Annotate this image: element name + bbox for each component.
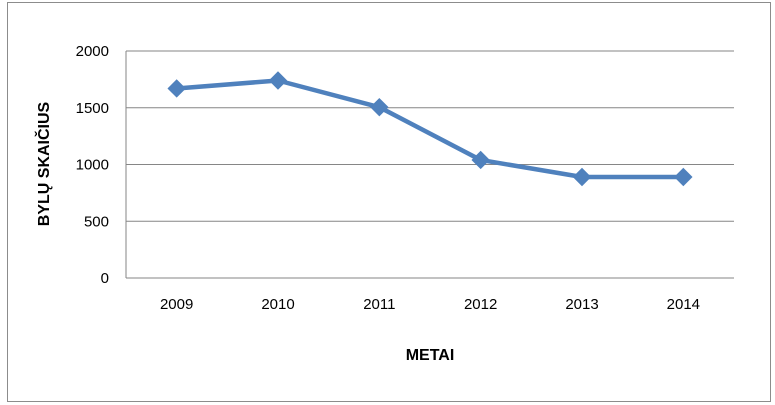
y-axis-title: BYLŲ SKAIČIUS <box>34 101 53 226</box>
x-tick-labels: 2009 2010 2011 2012 2013 2014 <box>160 296 700 313</box>
x-tick-label: 2014 <box>667 296 700 313</box>
y-tick-label: 1000 <box>76 157 109 174</box>
x-tick-label: 2011 <box>363 296 395 313</box>
series-layer <box>167 71 693 187</box>
y-tick-label: 0 <box>101 270 109 287</box>
data-point-marker <box>674 167 693 187</box>
chart-frame <box>7 2 771 402</box>
y-tick-label: 500 <box>84 213 109 230</box>
gridlines <box>125 50 734 279</box>
series-line <box>174 78 686 180</box>
x-tick-label: 2009 <box>160 296 193 313</box>
y-tick-label: 2000 <box>76 43 109 60</box>
x-tick-label: 2012 <box>464 296 497 313</box>
data-point-marker <box>471 150 490 170</box>
y-tick-labels: 0 500 1000 1500 2000 <box>76 43 109 287</box>
x-tick-label: 2013 <box>565 296 598 313</box>
data-point-marker <box>572 167 592 187</box>
data-point-marker <box>167 79 186 98</box>
x-axis-title: METAI <box>406 347 455 364</box>
data-point-marker <box>268 71 288 90</box>
data-point-marker <box>370 97 389 117</box>
x-tick-label: 2010 <box>261 296 294 313</box>
y-tick-label: 1500 <box>76 100 109 117</box>
